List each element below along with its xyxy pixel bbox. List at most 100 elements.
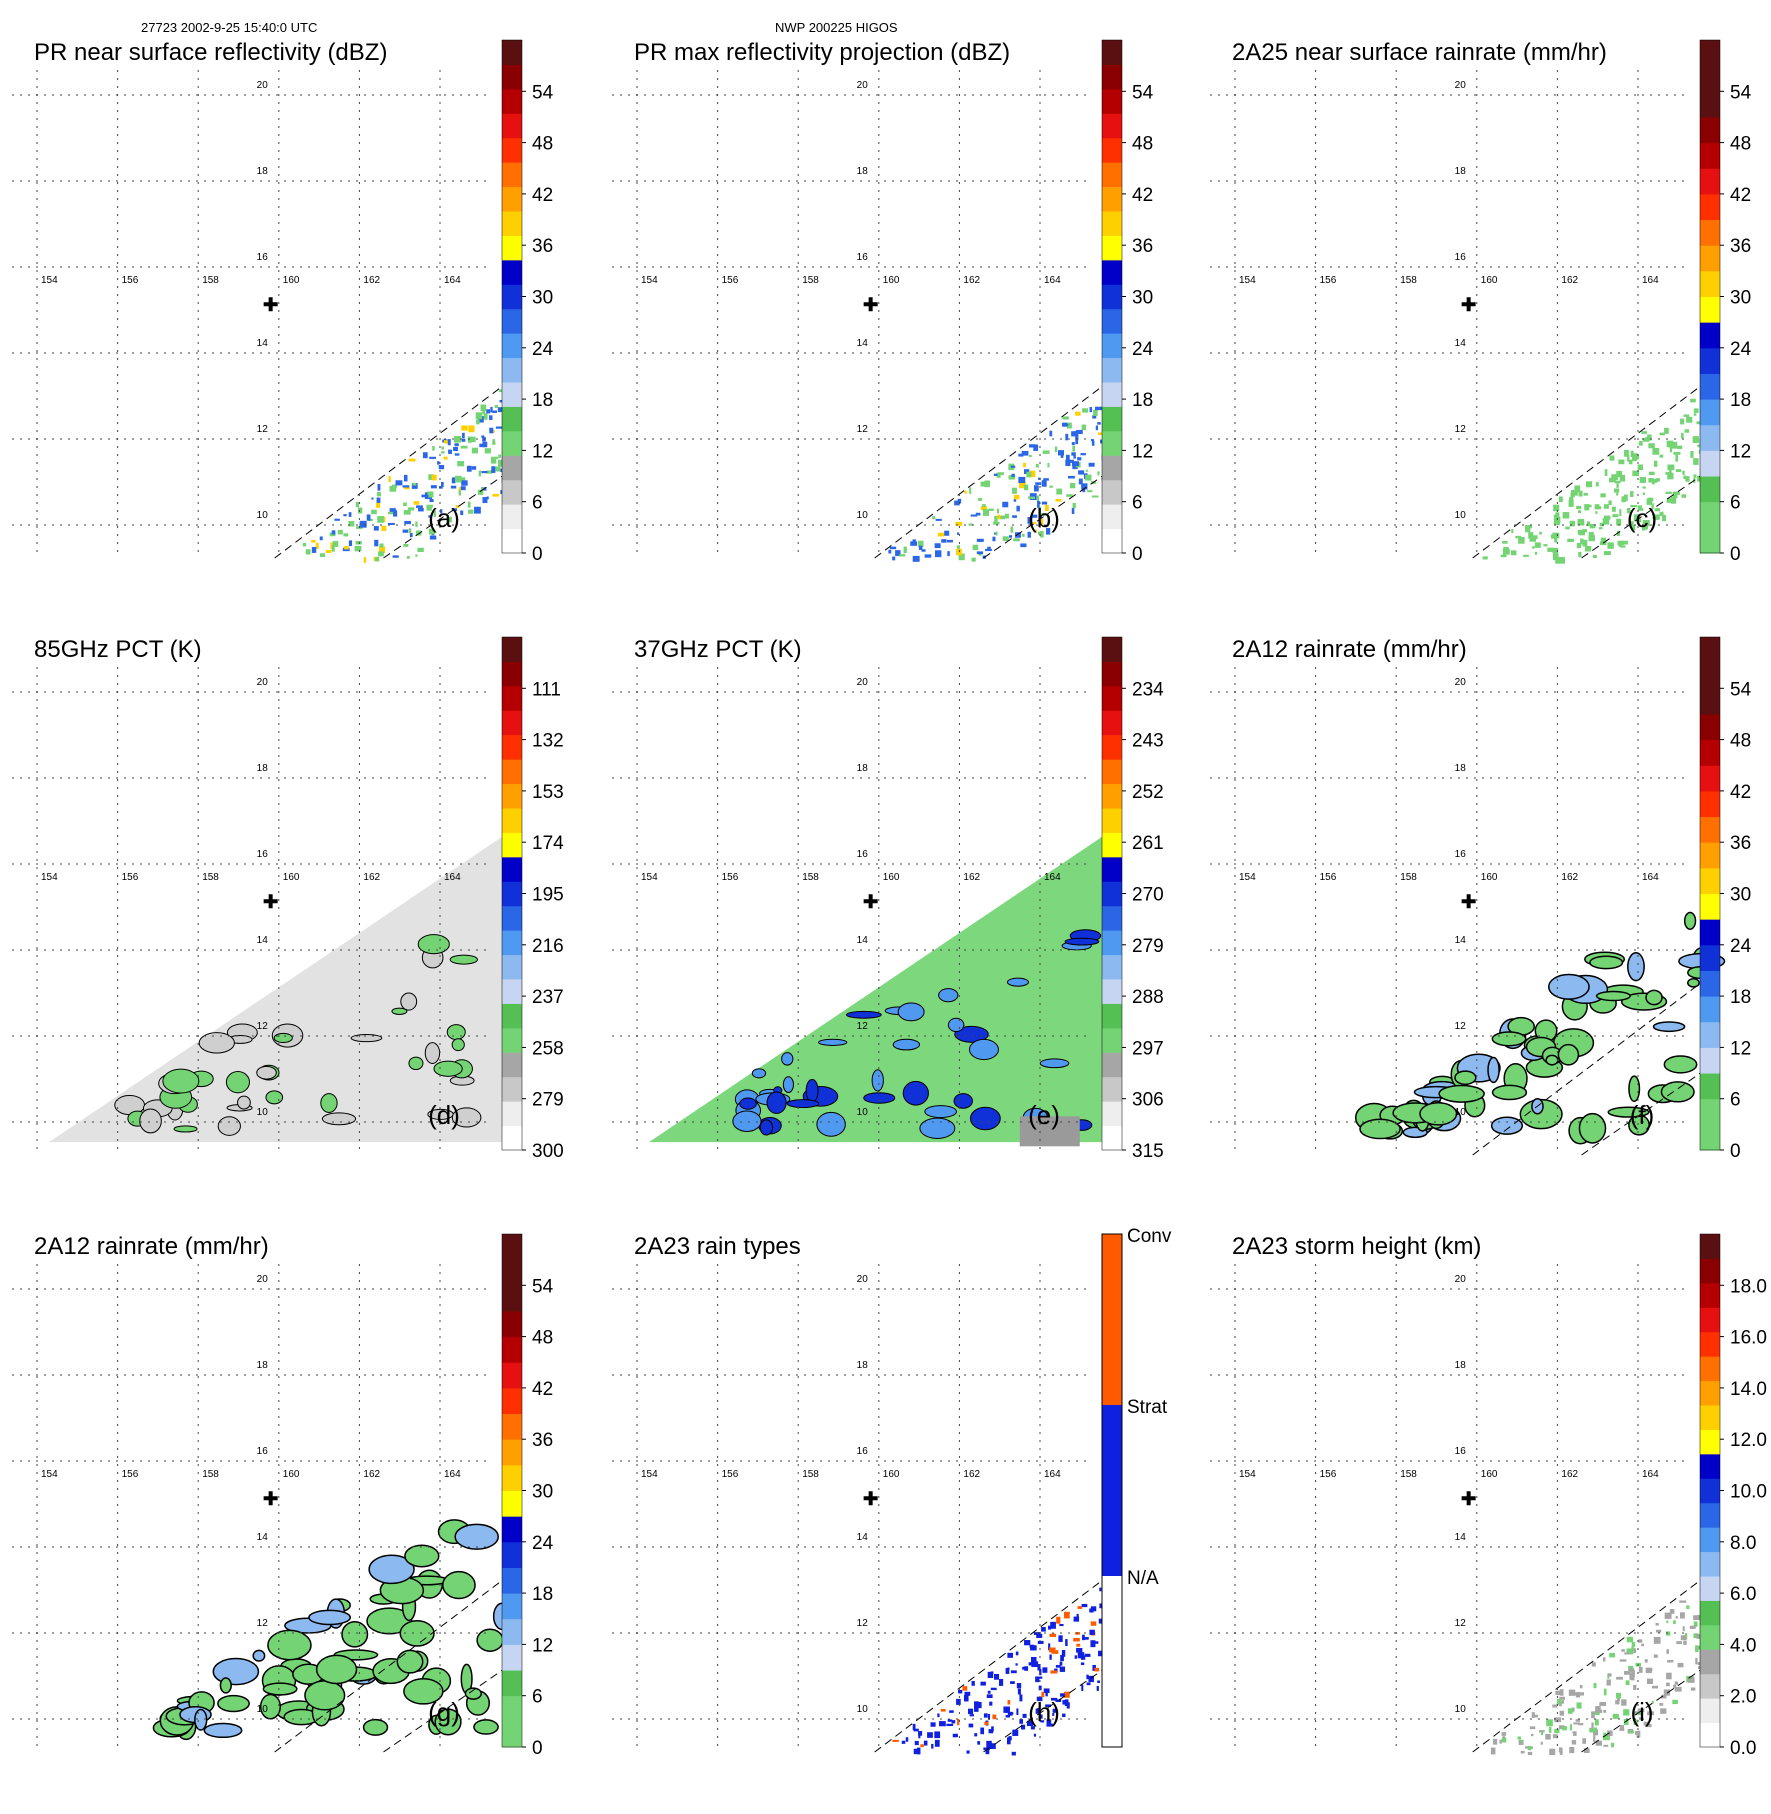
data-cell — [348, 512, 352, 517]
data-cell — [1531, 1712, 1535, 1718]
colorbar-segment — [1700, 1502, 1720, 1528]
data-cell — [492, 410, 498, 413]
data-cell — [863, 1092, 896, 1104]
data-cell — [1666, 498, 1673, 503]
data-cell — [934, 543, 941, 549]
data-cell — [498, 454, 502, 458]
data-cell — [1026, 1720, 1033, 1727]
data-cell — [1055, 498, 1062, 502]
colorbar-label: 270 — [1132, 885, 1164, 906]
data-cell — [492, 439, 496, 445]
data-cell — [1592, 555, 1597, 559]
data-cell — [985, 548, 992, 552]
colorbar-segment — [502, 308, 522, 334]
data-cell — [1006, 1737, 1011, 1745]
data-cell — [334, 518, 340, 521]
panel-svg: 154 156 158 160 162 164 10 12 14 16 18 20 PR near su… — [12, 39, 554, 565]
map-area — [12, 70, 511, 563]
lat-tick-label: 14 — [257, 935, 269, 946]
data-cell — [389, 485, 394, 492]
station-marker — [1461, 1491, 1476, 1506]
data-cell — [415, 530, 422, 536]
data-cell — [1680, 1612, 1685, 1619]
data-cell — [993, 473, 998, 476]
data-cell — [994, 1673, 1000, 1680]
data-cell — [1630, 504, 1637, 508]
data-cell — [921, 549, 926, 552]
lon-tick-label: 154 — [1239, 275, 1256, 286]
data-cell — [1653, 460, 1658, 467]
data-cell — [941, 539, 947, 543]
data-cell — [1071, 452, 1076, 456]
data-cell — [1642, 519, 1650, 527]
data-cell — [1673, 1684, 1677, 1689]
data-cell — [1584, 504, 1590, 511]
data-cell — [1018, 476, 1026, 484]
lat-tick-label: 20 — [257, 677, 269, 688]
data-cell — [388, 476, 391, 483]
data-cell — [1547, 973, 1590, 1000]
data-cell — [969, 1714, 974, 1717]
data-cell — [1562, 1725, 1567, 1731]
data-cell — [1044, 504, 1049, 512]
colorbar-label: 54 — [532, 82, 554, 103]
data-cell — [443, 456, 448, 460]
lat-tick-label: 14 — [1455, 338, 1467, 349]
colorbar-segment — [502, 1618, 522, 1645]
data-cell — [1599, 1701, 1607, 1706]
panel-svg: 154 156 158 160 162 164 10 12 14 16 18 20 37GHz PCT … — [612, 636, 1164, 1162]
data-cell — [391, 1007, 408, 1015]
data-cell — [1534, 551, 1538, 555]
data-cell — [1075, 434, 1079, 441]
data-cell — [259, 1693, 282, 1720]
data-cell — [325, 549, 332, 554]
colorbar-label: 24 — [532, 1533, 554, 1554]
panel-svg: 154 156 158 160 162 164 10 12 14 16 18 20 PR max ref… — [612, 39, 1154, 565]
station-marker — [863, 297, 878, 312]
data-cell — [403, 510, 411, 515]
data-cell — [1085, 474, 1092, 481]
data-cell — [1043, 478, 1049, 481]
colorbar-label: 30 — [1132, 288, 1153, 309]
data-cell — [1076, 1643, 1081, 1647]
colorbar-segment — [1700, 116, 1720, 144]
data-cell — [1031, 1656, 1037, 1664]
data-cell — [1502, 540, 1508, 544]
data-cell — [1621, 1649, 1625, 1652]
colorbar-segment — [502, 1285, 522, 1312]
data-cell — [934, 1731, 941, 1739]
data-cell — [1611, 474, 1618, 481]
data-cell — [1674, 1686, 1682, 1692]
data-cell — [1654, 508, 1660, 512]
data-cell — [955, 521, 963, 526]
data-cell — [1620, 545, 1626, 548]
data-cell — [377, 516, 384, 523]
data-cell — [483, 413, 488, 420]
data-cell — [217, 1694, 250, 1713]
data-cell — [1040, 530, 1044, 538]
data-cell — [302, 542, 307, 547]
data-cell — [1558, 496, 1563, 503]
data-cell — [1692, 436, 1699, 443]
data-cell — [467, 501, 471, 508]
data-cell — [273, 1032, 293, 1043]
data-cell — [1082, 487, 1086, 493]
lat-tick-label: 12 — [857, 1021, 869, 1032]
data-cell — [964, 490, 967, 494]
data-cell — [1666, 1672, 1672, 1680]
data-cell — [1693, 1633, 1698, 1639]
colorbar-label: N/A — [1127, 1568, 1159, 1589]
data-cell — [1677, 1662, 1684, 1668]
data-cell — [409, 532, 413, 538]
colorbar-label: 24 — [1730, 936, 1752, 957]
data-cell — [1573, 1732, 1577, 1736]
data-cell — [475, 412, 483, 420]
data-cell — [1603, 1710, 1607, 1713]
data-cell — [451, 478, 456, 484]
data-cell — [1049, 1654, 1052, 1660]
data-cell — [1060, 454, 1064, 458]
data-cell — [956, 545, 961, 551]
panel-h: 154 156 158 160 162 164 10 12 14 16 18 20 2A23 rain … — [612, 1226, 1202, 1814]
lon-tick-label: 156 — [1320, 872, 1337, 883]
colorbar-segment — [1102, 930, 1122, 956]
